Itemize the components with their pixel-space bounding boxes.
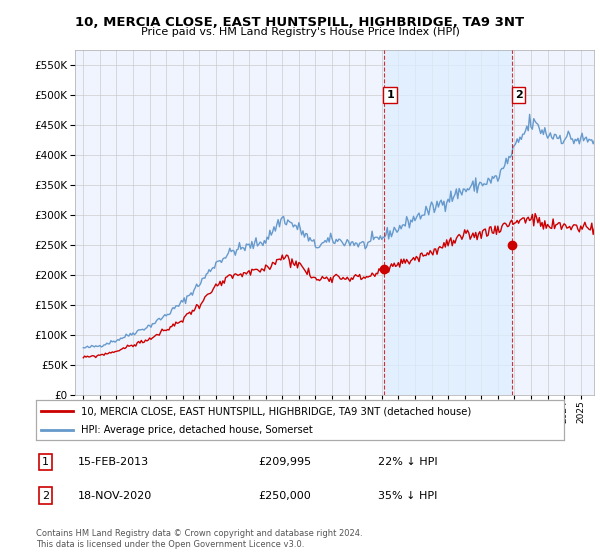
Text: 22% ↓ HPI: 22% ↓ HPI (378, 457, 437, 467)
Text: Contains HM Land Registry data © Crown copyright and database right 2024.
This d: Contains HM Land Registry data © Crown c… (36, 529, 362, 549)
Text: 35% ↓ HPI: 35% ↓ HPI (378, 491, 437, 501)
Text: 1: 1 (386, 90, 394, 100)
Text: 10, MERCIA CLOSE, EAST HUNTSPILL, HIGHBRIDGE, TA9 3NT: 10, MERCIA CLOSE, EAST HUNTSPILL, HIGHBR… (76, 16, 524, 29)
Bar (384, 50, 512, 395)
Text: 2: 2 (515, 90, 523, 100)
Text: Price paid vs. HM Land Registry's House Price Index (HPI): Price paid vs. HM Land Registry's House … (140, 27, 460, 37)
Text: £250,000: £250,000 (258, 491, 311, 501)
Text: £209,995: £209,995 (258, 457, 311, 467)
Text: 1: 1 (42, 457, 49, 467)
Text: 15-FEB-2013: 15-FEB-2013 (78, 457, 149, 467)
Text: 10, MERCIA CLOSE, EAST HUNTSPILL, HIGHBRIDGE, TA9 3NT (detached house): 10, MERCIA CLOSE, EAST HUNTSPILL, HIGHBR… (81, 407, 471, 417)
Text: 2: 2 (42, 491, 49, 501)
Text: HPI: Average price, detached house, Somerset: HPI: Average price, detached house, Some… (81, 425, 313, 435)
Text: 18-NOV-2020: 18-NOV-2020 (78, 491, 152, 501)
